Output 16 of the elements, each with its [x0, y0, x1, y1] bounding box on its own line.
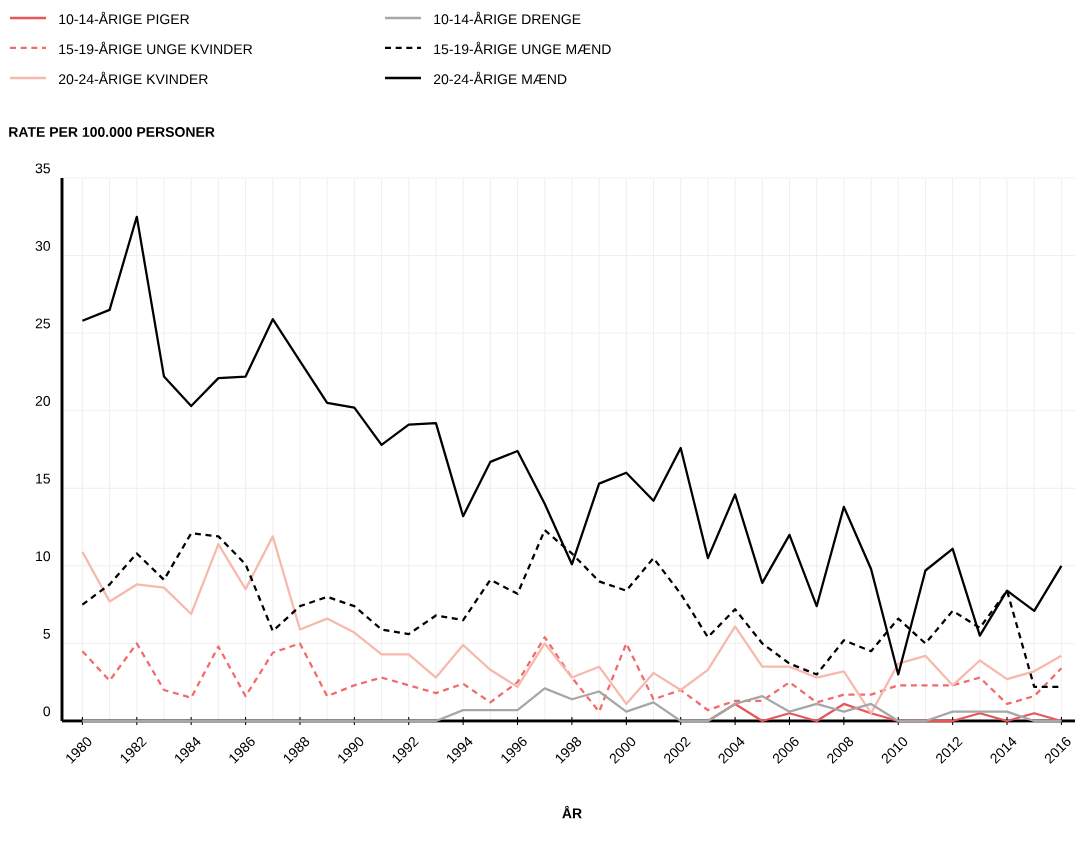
y-tick-label: 10: [36, 551, 51, 562]
y-tick-label: 5: [43, 628, 51, 639]
y-tick-label: 0: [43, 706, 51, 717]
legend-label: 10-14-ÅRIGE PIGER: [59, 11, 190, 25]
y-tick-label: 35: [35, 163, 51, 174]
legend-label: 20-24-ÅRIGE KVINDER: [58, 71, 208, 85]
x-axis-title: ÅR: [562, 805, 582, 819]
y-tick-label: 15: [36, 473, 51, 484]
legend-label: 15-19-ÅRIGE UNGE MÆND: [434, 41, 611, 55]
y-tick-label: 20: [35, 396, 51, 407]
legend-label: 20-24-ÅRIGE MÆND: [433, 71, 567, 85]
y-tick-label: 30: [35, 240, 51, 251]
legend-label: 10-14-ÅRIGE DRENGE: [434, 11, 581, 25]
y-axis-title: RATE PER 100.000 PERSONER: [9, 127, 215, 137]
y-tick-label: 25: [35, 318, 51, 329]
legend-label: 15-19-ÅRIGE UNGE KVINDER: [59, 41, 253, 55]
